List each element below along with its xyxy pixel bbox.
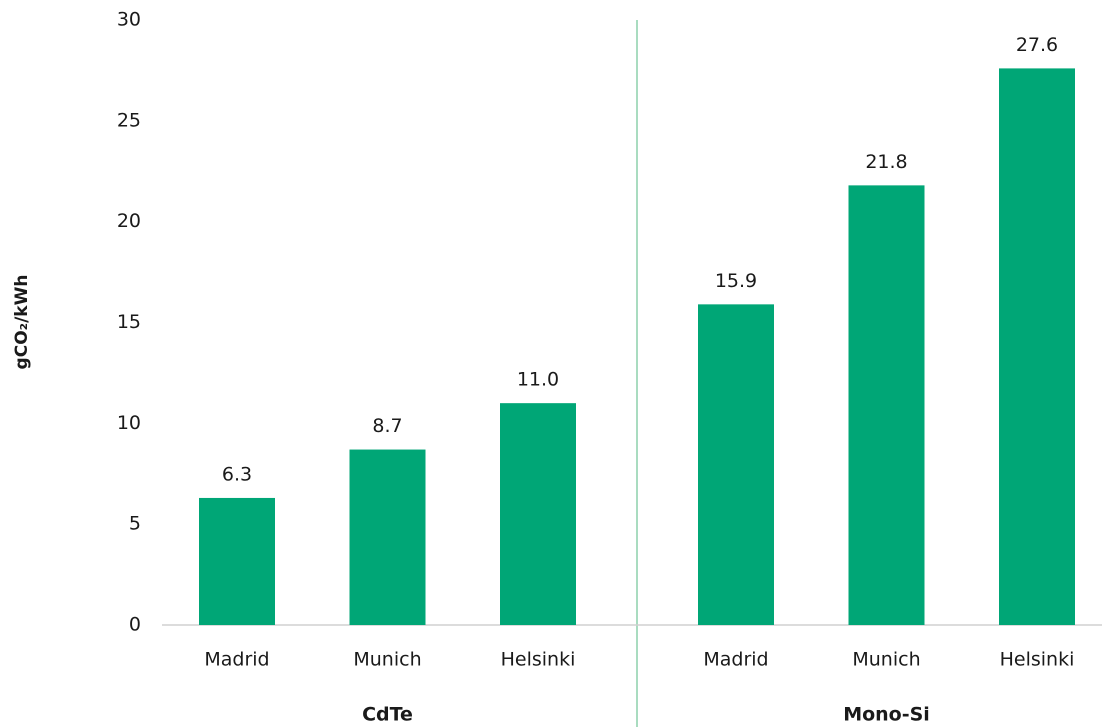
y-axis-label: gCO₂/kWh [12, 275, 32, 370]
y-tick-label: 5 [129, 513, 141, 535]
group-label: CdTe [362, 704, 413, 726]
value-label: 11.0 [517, 369, 559, 391]
y-tick-label: 25 [117, 109, 141, 131]
value-label: 21.8 [865, 151, 907, 173]
x-tick-label: Munich [852, 649, 920, 671]
bar [848, 185, 925, 625]
y-tick-label: 0 [129, 614, 141, 636]
value-label: 8.7 [372, 415, 402, 437]
x-tick-label: Munich [353, 649, 421, 671]
value-label: 15.9 [715, 270, 757, 292]
x-tick-label: Madrid [204, 649, 269, 671]
x-tick-label: Helsinki [501, 649, 576, 671]
bar [698, 304, 774, 625]
bar [349, 449, 426, 625]
value-label: 6.3 [222, 463, 252, 485]
value-label: 27.6 [1016, 34, 1058, 56]
bar [999, 68, 1075, 625]
y-tick-label: 15 [117, 311, 141, 333]
y-tick-label: 30 [117, 9, 141, 31]
x-tick-label: Madrid [703, 649, 768, 671]
x-tick-label: Helsinki [1000, 649, 1075, 671]
y-tick-label: 20 [117, 210, 141, 232]
bar [199, 497, 275, 625]
y-tick-label: 10 [117, 412, 141, 434]
bar [500, 403, 576, 625]
group-label: Mono-Si [843, 704, 930, 726]
